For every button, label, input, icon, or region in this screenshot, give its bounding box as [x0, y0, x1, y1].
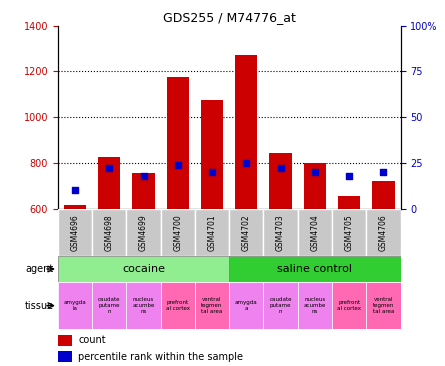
Bar	[229, 256, 400, 282]
Bar	[126, 282, 161, 329]
Bar	[298, 282, 332, 329]
Text: GSM4698: GSM4698	[105, 214, 114, 251]
Bar	[58, 209, 92, 256]
Text: GSM4706: GSM4706	[379, 214, 388, 251]
Text: GSM4701: GSM4701	[207, 214, 217, 251]
Bar	[126, 209, 161, 256]
Text: caudate
putame
n: caudate putame n	[98, 297, 121, 314]
Text: GSM4702: GSM4702	[242, 214, 251, 251]
Text: GSM4703: GSM4703	[276, 214, 285, 251]
Point	[174, 162, 182, 168]
Bar	[58, 282, 92, 329]
Point	[346, 173, 353, 179]
Text: nucleus
acumbe
ns: nucleus acumbe ns	[132, 297, 155, 314]
Bar	[195, 209, 229, 256]
Text: tissue: tissue	[24, 300, 53, 311]
Text: amygda
la: amygda la	[64, 300, 86, 311]
Bar	[372, 181, 395, 209]
Bar	[58, 256, 229, 282]
Bar	[92, 282, 126, 329]
Text: nucleus
acumbe
ns: nucleus acumbe ns	[303, 297, 326, 314]
Bar	[269, 153, 292, 209]
Text: GSM4700: GSM4700	[173, 214, 182, 251]
Bar	[263, 282, 298, 329]
Bar	[98, 157, 121, 209]
Text: cocaine: cocaine	[122, 264, 165, 274]
Point	[243, 160, 250, 166]
Text: GSM4704: GSM4704	[310, 214, 320, 251]
Point	[71, 187, 79, 193]
Bar	[298, 209, 332, 256]
Text: GSM4696: GSM4696	[70, 214, 80, 251]
Text: GSM4699: GSM4699	[139, 214, 148, 251]
Bar	[332, 209, 366, 256]
Text: count: count	[78, 335, 106, 346]
Bar	[166, 77, 189, 209]
Bar	[338, 196, 360, 209]
Title: GDS255 / M74776_at: GDS255 / M74776_at	[163, 11, 295, 25]
Point	[209, 169, 216, 175]
Bar	[303, 163, 326, 209]
Bar	[64, 205, 86, 209]
Bar	[332, 282, 366, 329]
Bar	[161, 209, 195, 256]
Text: GSM4705: GSM4705	[344, 214, 354, 251]
Point	[140, 173, 147, 179]
Bar	[235, 55, 258, 209]
Point	[277, 165, 284, 171]
Bar	[229, 282, 263, 329]
Bar	[366, 209, 400, 256]
Bar	[229, 209, 263, 256]
Bar	[263, 209, 298, 256]
Bar	[92, 209, 126, 256]
Point	[312, 169, 319, 175]
Text: caudate
putame
n: caudate putame n	[269, 297, 292, 314]
Text: amygda
a: amygda a	[235, 300, 258, 311]
Point	[380, 169, 387, 175]
Text: percentile rank within the sample: percentile rank within the sample	[78, 352, 243, 362]
Bar	[195, 282, 229, 329]
Text: ventral
tegmen
tal area: ventral tegmen tal area	[201, 297, 223, 314]
Text: saline control: saline control	[277, 264, 352, 274]
Text: ventral
tegmen
tal area: ventral tegmen tal area	[372, 297, 394, 314]
Bar	[58, 351, 72, 362]
Text: agent: agent	[25, 264, 53, 274]
Point	[106, 165, 113, 171]
Bar	[132, 173, 155, 209]
Text: prefront
al cortex: prefront al cortex	[166, 300, 190, 311]
Bar	[161, 282, 195, 329]
Bar	[201, 100, 223, 209]
Bar	[58, 335, 72, 346]
Bar	[366, 282, 400, 329]
Text: prefront
al cortex: prefront al cortex	[337, 300, 361, 311]
